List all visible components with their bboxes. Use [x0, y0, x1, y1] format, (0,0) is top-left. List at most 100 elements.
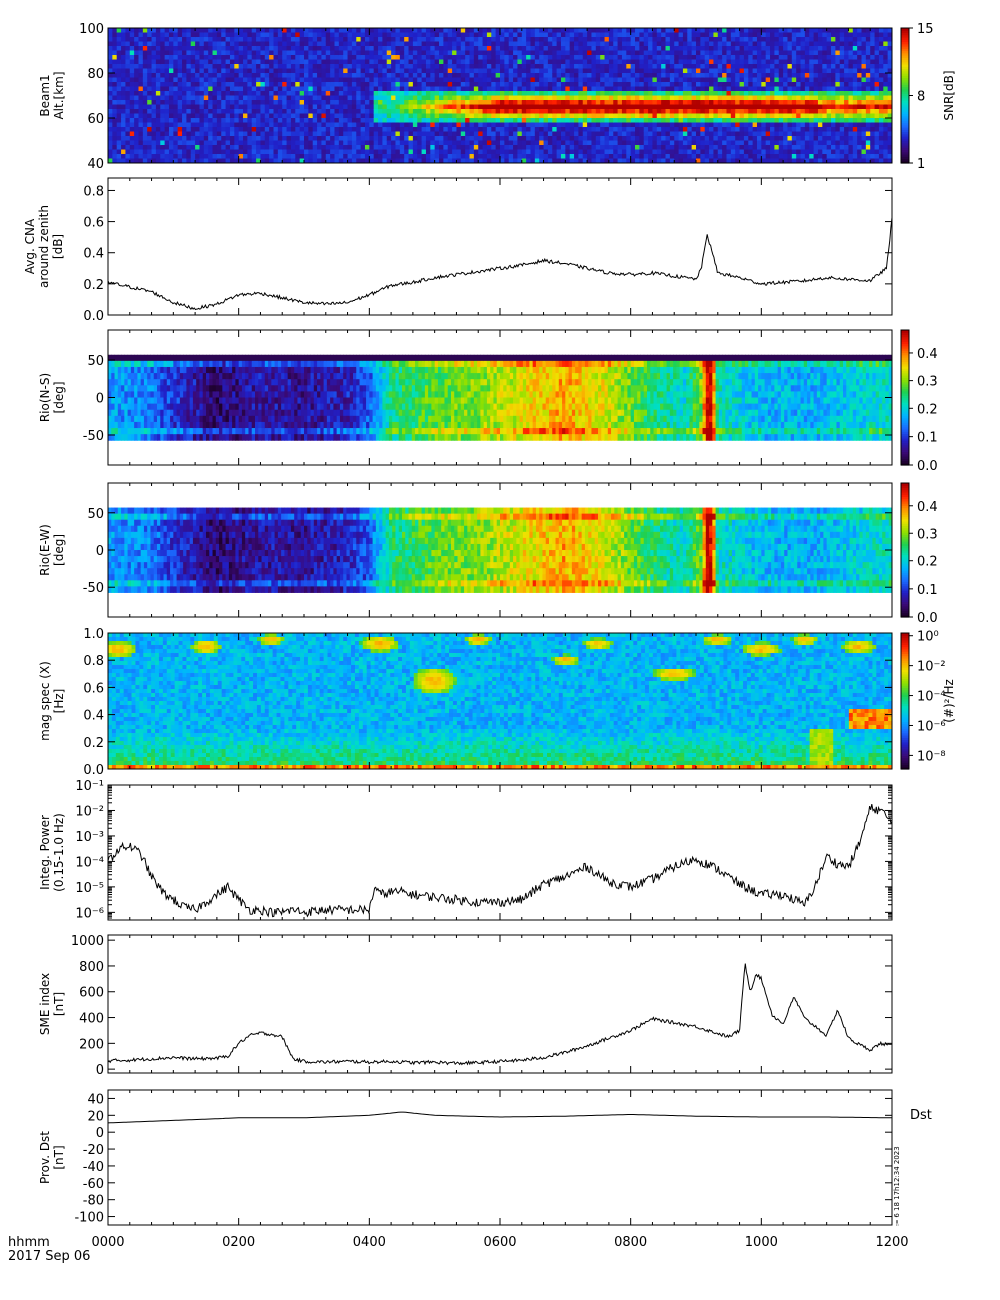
snr-cell: [717, 113, 723, 119]
snr-cell: [604, 28, 610, 33]
snr-cell: [787, 158, 793, 164]
snr-cell: [591, 122, 597, 128]
snr-cell: [155, 145, 161, 150]
snr-cell: [800, 122, 806, 128]
snr-cell: [168, 64, 174, 69]
snr-cell: [748, 158, 754, 164]
snr-cell: [238, 37, 244, 42]
snr-cell: [452, 122, 457, 128]
snr-cell: [338, 41, 344, 47]
snr-cell: [709, 127, 714, 132]
snr-cell: [116, 131, 122, 137]
snr-cell: [604, 46, 610, 51]
snr-cell: [552, 131, 558, 137]
snr-cell: [783, 77, 788, 83]
snr-cell: [639, 145, 645, 150]
snr-cell: [456, 95, 462, 101]
snr-cell: [495, 158, 501, 164]
snr-cell: [735, 73, 741, 78]
snr-cell: [717, 154, 723, 159]
snr-cell: [421, 73, 427, 78]
snr-cell: [264, 131, 270, 137]
snr-cell: [151, 50, 157, 56]
snr-cell: [439, 82, 444, 87]
snr-cell: [229, 109, 235, 114]
snr-cell: [277, 77, 283, 83]
snr-cell: [203, 122, 209, 128]
snr-cell: [338, 136, 344, 141]
snr-cell: [600, 73, 606, 78]
snr-cell: [517, 127, 523, 132]
snr-cell: [308, 68, 314, 74]
snr-cell: [504, 104, 510, 110]
snr-cell: [395, 73, 401, 78]
snr-cell: [417, 104, 423, 110]
snr-cell: [661, 77, 667, 83]
snr-cell: [687, 158, 693, 164]
snr-cell: [778, 127, 784, 132]
snr-cell: [569, 55, 575, 60]
snr-cell: [513, 140, 518, 146]
snr-cell: [138, 28, 144, 33]
snr-cell: [260, 145, 266, 150]
snr-cell: [508, 109, 514, 114]
snr-cell: [526, 136, 531, 141]
snr-cell: [203, 50, 209, 56]
snr-cell: [129, 154, 135, 159]
snr-cell: [338, 158, 344, 164]
snr-cell: [787, 122, 793, 128]
snr-cell: [234, 32, 240, 38]
snr-cell: [134, 28, 139, 33]
snr-cell: [330, 127, 335, 132]
snr-cell: [234, 100, 240, 105]
snr-cell: [678, 140, 684, 146]
snr-cell: [299, 46, 305, 51]
snr-cell: [547, 32, 553, 38]
snr-cell: [669, 86, 675, 92]
snr-cell: [478, 154, 484, 159]
snr-cell: [142, 122, 148, 128]
snr-cell: [508, 50, 514, 56]
snr-cell: [269, 100, 275, 105]
snr-cell: [587, 68, 592, 74]
snr-cell: [613, 145, 619, 150]
snr-cell: [630, 118, 636, 123]
snr-cell: [299, 113, 305, 119]
snr-cell: [404, 149, 410, 155]
snr-cell: [443, 145, 449, 150]
snr-cell: [595, 158, 601, 164]
snr-cell: [491, 131, 497, 137]
snr-cell: [395, 122, 401, 128]
snr-cell: [813, 149, 819, 155]
snr-cell: [290, 28, 296, 33]
snr-cell: [508, 145, 514, 150]
snr-cell: [190, 82, 196, 87]
snr-cell: [212, 104, 218, 110]
snr-cell: [765, 91, 771, 96]
snr-cell: [447, 37, 453, 42]
snr-cell: [439, 122, 444, 128]
snr-cell: [317, 158, 322, 164]
snr-cell: [325, 68, 331, 74]
snr-cell: [347, 145, 353, 150]
snr-cell: [125, 32, 131, 38]
snr-cell: [473, 50, 479, 56]
snr-cell: [696, 158, 701, 164]
snr-cell: [199, 50, 205, 56]
snr-cell: [443, 50, 449, 56]
snr-cell: [800, 109, 806, 114]
snr-cell: [831, 55, 836, 60]
snr-cell: [630, 41, 636, 47]
snr-cell: [421, 136, 427, 141]
snr-cell: [408, 91, 414, 96]
snr-cell: [343, 113, 349, 119]
snr-cell: [439, 91, 444, 96]
snr-cell: [517, 145, 523, 150]
snr-cell: [791, 95, 797, 101]
snr-cell: [465, 158, 471, 164]
snr-cell: [465, 154, 471, 159]
snr-cell: [116, 50, 122, 56]
snr-cell: [669, 82, 675, 87]
snr-cell: [295, 86, 301, 92]
snr-cell: [691, 28, 697, 33]
